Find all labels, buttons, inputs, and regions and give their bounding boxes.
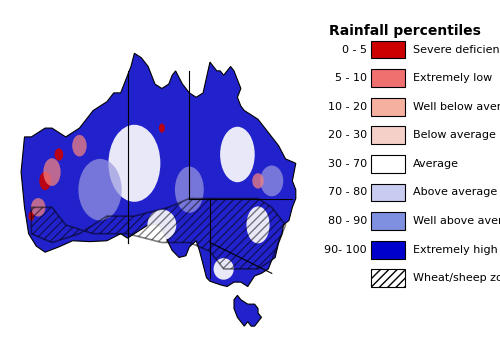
Text: 70 - 80: 70 - 80 (328, 187, 367, 197)
FancyBboxPatch shape (371, 98, 405, 116)
Text: 10 - 20: 10 - 20 (328, 102, 367, 112)
FancyBboxPatch shape (371, 69, 405, 87)
Text: Well above average: Well above average (412, 216, 500, 226)
Text: 5 - 10: 5 - 10 (335, 73, 367, 83)
Text: 80 - 90: 80 - 90 (328, 216, 367, 226)
Ellipse shape (246, 207, 270, 244)
Ellipse shape (214, 258, 234, 280)
Text: Rainfall percentiles: Rainfall percentiles (329, 24, 481, 37)
Text: Severe deficiency: Severe deficiency (412, 44, 500, 55)
Text: 90- 100: 90- 100 (324, 245, 367, 255)
Text: 0 - 5: 0 - 5 (342, 44, 367, 55)
Text: Below average: Below average (412, 130, 496, 140)
Ellipse shape (148, 210, 176, 240)
FancyBboxPatch shape (371, 41, 405, 59)
Ellipse shape (175, 167, 204, 213)
Ellipse shape (252, 173, 264, 189)
Ellipse shape (72, 135, 86, 156)
Text: 20 - 30: 20 - 30 (328, 130, 367, 140)
Ellipse shape (40, 172, 51, 190)
Ellipse shape (159, 124, 165, 133)
Polygon shape (21, 53, 296, 287)
Ellipse shape (78, 159, 122, 221)
Polygon shape (234, 295, 262, 326)
Ellipse shape (54, 148, 63, 161)
Ellipse shape (260, 166, 283, 196)
Ellipse shape (31, 198, 46, 216)
FancyBboxPatch shape (371, 155, 405, 173)
Ellipse shape (44, 158, 60, 186)
FancyBboxPatch shape (371, 212, 405, 230)
FancyBboxPatch shape (371, 269, 405, 287)
Ellipse shape (220, 127, 254, 182)
Text: Wheat/sheep zone: Wheat/sheep zone (412, 273, 500, 283)
Text: Extremely low: Extremely low (412, 73, 492, 83)
Ellipse shape (108, 125, 160, 202)
Ellipse shape (28, 211, 34, 221)
Text: Extremely high: Extremely high (412, 245, 498, 255)
Text: 30 - 70: 30 - 70 (328, 159, 367, 169)
Text: Well below average: Well below average (412, 102, 500, 112)
FancyBboxPatch shape (371, 241, 405, 258)
Text: Average: Average (412, 159, 459, 169)
FancyBboxPatch shape (371, 126, 405, 144)
FancyBboxPatch shape (371, 184, 405, 201)
Text: Above average: Above average (412, 187, 497, 197)
